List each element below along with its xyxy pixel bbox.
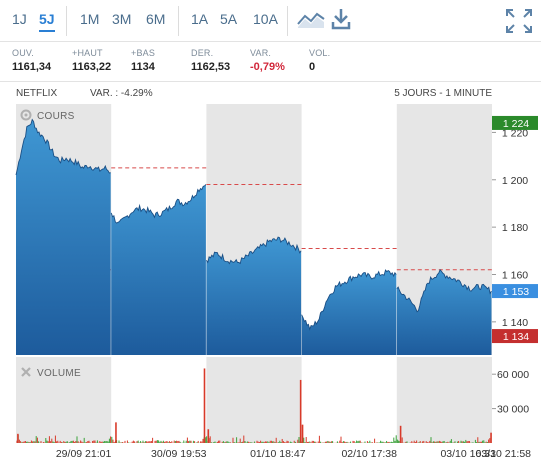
quote-value: 1162,53 bbox=[191, 61, 231, 73]
period-3m[interactable]: 3M bbox=[112, 11, 132, 27]
quote-label: VOL. bbox=[309, 48, 331, 58]
quote-high: +HAUT 1163,22 bbox=[72, 48, 111, 73]
period-5a[interactable]: 5A bbox=[220, 11, 238, 27]
x-tick-label: 29/09 21:01 bbox=[56, 448, 112, 460]
x-tick-label: 03/10 16:33 bbox=[440, 448, 496, 460]
period-5j[interactable]: 5J bbox=[39, 11, 55, 32]
volume-tick-label: 30 000 bbox=[497, 404, 529, 416]
price-line-day bbox=[396, 268, 492, 313]
x-tick-label: 03/10 21:58 bbox=[476, 448, 532, 460]
period-1a[interactable]: 1A bbox=[191, 11, 209, 27]
settings-icon[interactable] bbox=[20, 109, 32, 121]
price-line-day bbox=[206, 236, 302, 265]
quote-value: 1163,22 bbox=[72, 61, 112, 73]
quote-label: DER. bbox=[191, 48, 214, 58]
volume-tick-label: 60 000 bbox=[497, 369, 529, 381]
instrument-name: NETFLIX bbox=[16, 88, 58, 99]
price-area-day bbox=[16, 119, 111, 355]
price-tick-label: 1 140 bbox=[502, 317, 528, 329]
price-area-day bbox=[396, 269, 492, 355]
chart-range: 5 JOURS - 1 MINUTE bbox=[394, 88, 492, 99]
quote-value: 1134 bbox=[131, 61, 155, 73]
quote-variation: VAR. -0,79% bbox=[250, 48, 285, 73]
quote-open: OUV. 1161,34 bbox=[12, 48, 51, 73]
price-line-day bbox=[15, 118, 111, 176]
quote-low: +BAS 1134 bbox=[131, 48, 155, 73]
price-tick-label: 1 200 bbox=[502, 175, 528, 187]
session-shade bbox=[16, 357, 112, 443]
price-area-day bbox=[301, 270, 397, 355]
period-6m[interactable]: 6M bbox=[146, 11, 166, 27]
quote-label: VAR. bbox=[250, 48, 272, 58]
line-chart-icon[interactable] bbox=[297, 10, 325, 33]
download-icon[interactable] bbox=[331, 8, 351, 35]
chart-toolbar: 1J 5J 1M 3M 6M 1A 5A 10A bbox=[0, 0, 541, 42]
toolbar-divider bbox=[66, 6, 67, 36]
price-badge-last: 1 153 bbox=[492, 284, 538, 299]
period-1m[interactable]: 1M bbox=[80, 11, 100, 27]
toolbar-divider bbox=[178, 6, 179, 36]
price-line-day bbox=[301, 269, 397, 331]
price-area-day bbox=[206, 237, 302, 355]
price-line-day bbox=[110, 184, 207, 224]
price-pane-title: COURS bbox=[37, 111, 75, 122]
quote-value: 0 bbox=[309, 61, 316, 73]
price-badge-low: 1 134 bbox=[492, 329, 538, 344]
period-1j[interactable]: 1J bbox=[12, 11, 27, 27]
toolbar-divider bbox=[287, 6, 288, 36]
quote-value: 1161,34 bbox=[12, 61, 52, 73]
svg-text:1 224: 1 224 bbox=[503, 118, 529, 130]
price-tick-label: 1 180 bbox=[502, 222, 528, 234]
x-tick-label: 02/10 17:38 bbox=[341, 448, 397, 460]
close-icon[interactable] bbox=[21, 367, 31, 377]
session-shade bbox=[206, 357, 302, 443]
quote-summary: OUV. 1161,34 +HAUT 1163,22 +BAS 1134 DER… bbox=[0, 43, 541, 82]
fullscreen-icon[interactable] bbox=[506, 9, 532, 38]
quote-last: DER. 1162,53 bbox=[191, 48, 230, 73]
quote-volume: VOL. 0 bbox=[309, 48, 330, 73]
quote-label: OUV. bbox=[12, 48, 34, 58]
quote-label: +BAS bbox=[131, 48, 156, 58]
price-area-day bbox=[111, 184, 206, 355]
price-badge-high: 1 224 bbox=[492, 115, 538, 130]
chart-variation: VAR. : -4.29% bbox=[90, 88, 153, 99]
volume-pane-title: VOLUME bbox=[37, 368, 81, 379]
period-10a[interactable]: 10A bbox=[253, 11, 278, 27]
svg-text:1 134: 1 134 bbox=[503, 331, 529, 343]
x-tick-label: 30/09 19:53 bbox=[151, 448, 207, 460]
svg-text:1 153: 1 153 bbox=[503, 286, 529, 298]
session-shade bbox=[396, 357, 492, 443]
price-tick-label: 1 160 bbox=[502, 269, 528, 281]
quote-value: -0,79% bbox=[250, 61, 285, 73]
price-tick-label: 1 220 bbox=[502, 127, 528, 139]
x-tick-label: 01/10 18:47 bbox=[250, 448, 306, 460]
quote-label: +HAUT bbox=[72, 48, 103, 58]
